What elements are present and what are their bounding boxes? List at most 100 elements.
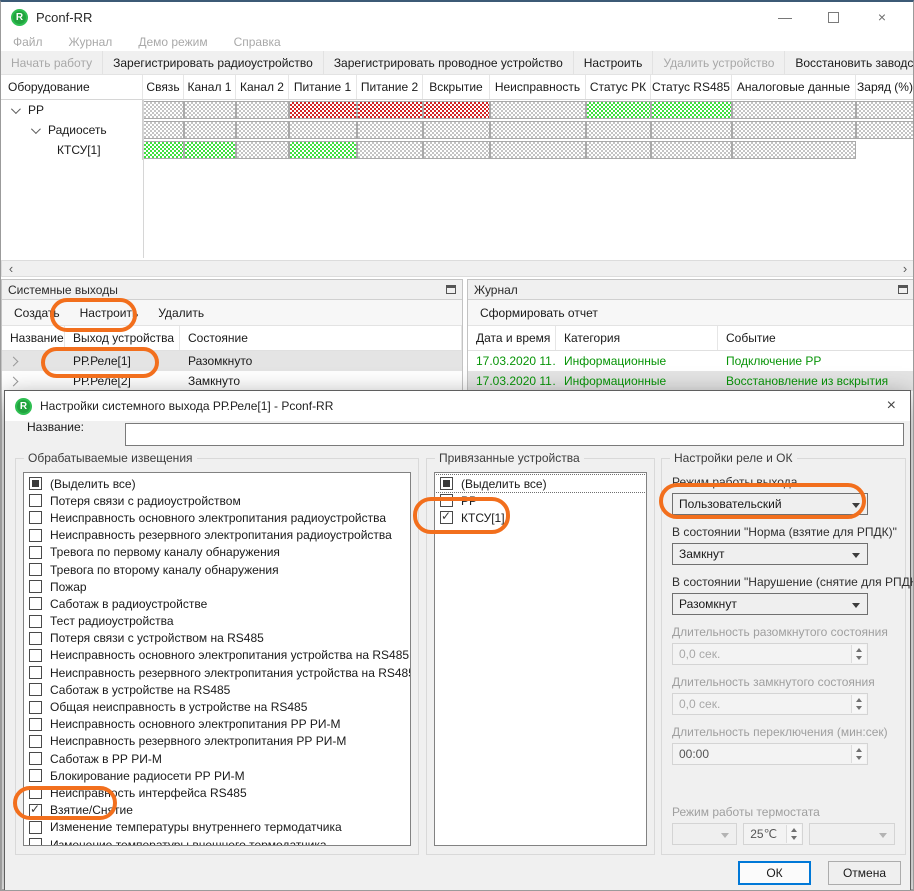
checkbox-icon[interactable] [29,717,42,731]
checkbox-icon[interactable] [29,752,42,766]
checkbox-item[interactable]: Тревога по второму каналу обнаружения [24,561,410,578]
column-header: Аналоговые данные [732,75,856,99]
checkbox-icon[interactable] [29,683,42,697]
switch-duration-spinner[interactable]: 00:00 [672,743,868,765]
float-panel-icon[interactable] [898,285,908,294]
checkbox-icon[interactable] [29,769,42,783]
expander-down-icon[interactable] [10,103,21,114]
row-expander-icon[interactable] [2,356,24,366]
checkbox-icon[interactable] [29,545,42,559]
checkbox-icon[interactable] [29,477,42,491]
toolbar-button[interactable]: Начать работу [1,51,104,74]
checkbox-item[interactable]: РР [435,492,646,509]
cancel-button[interactable]: Отмена [828,861,901,885]
checkbox-item[interactable]: Пожар [24,578,410,595]
scroll-right-button[interactable]: › [902,261,908,276]
maximize-button[interactable] [828,11,839,23]
outputs-toolbar-button[interactable]: Настроить [79,305,139,320]
mode-select[interactable]: Пользовательский [672,493,868,515]
name-input[interactable] [125,423,904,446]
journal-row[interactable]: 17.03.2020 11… Информационные Восстановл… [468,371,913,391]
expander-down-icon[interactable] [30,123,41,134]
status-cell [490,121,586,139]
checkbox-icon[interactable] [29,511,42,525]
checkbox-icon[interactable] [29,614,42,628]
checkbox-icon[interactable] [29,528,42,542]
checkbox-icon[interactable] [29,648,42,662]
checkbox-icon[interactable] [29,820,42,834]
checkbox-icon[interactable] [29,563,42,577]
checkbox-item[interactable]: Изменение температуры внешнего термодатч… [24,836,410,845]
checkbox-item[interactable]: Общая неисправность в устройстве на RS48… [24,698,410,715]
scroll-left-button[interactable]: ‹ [8,261,14,276]
checkbox-item[interactable]: КТСУ[1] [435,509,646,526]
checkbox-item[interactable]: Взятие/Снятие [24,802,410,819]
checkbox-icon[interactable] [29,494,42,508]
device-row-radioset[interactable]: Радиосеть [1,120,913,140]
checkbox-icon[interactable] [29,597,42,611]
outputs-toolbar-button[interactable]: Создать [14,305,60,320]
toolbar-button[interactable]: Зарегистрировать проводное устройство [324,51,574,74]
device-row-rr[interactable]: РР [1,100,913,120]
status-cell [143,101,184,119]
checkbox-item[interactable]: Неисправность основного электропитания р… [24,509,410,526]
device-row-ktsu[interactable]: КТСУ[1] [1,140,913,160]
float-panel-icon[interactable] [446,285,456,294]
toolbar-button[interactable]: Удалить устройство [653,51,786,74]
checkbox-item[interactable]: Неисправность основного электропитания Р… [24,716,410,733]
checkbox-item[interactable]: Неисправность интерфейса RS485 [24,784,410,801]
checkbox-icon[interactable] [29,838,42,845]
checkbox-icon[interactable] [29,631,42,645]
checkbox-item[interactable]: Саботаж в устройстве на RS485 [24,681,410,698]
checkbox-item[interactable]: Потеря связи с радиоустройством [24,492,410,509]
output-row[interactable]: РР.Реле[1] Разомкнуто [2,351,462,371]
generate-report-button[interactable]: Сформировать отчет [480,305,598,320]
checkbox-icon[interactable] [440,509,453,525]
minimize-button[interactable]: — [778,9,792,25]
checkbox-label: Неисправность основного электропитания р… [50,510,386,525]
checkbox-item[interactable]: (Выделить все) [24,475,410,492]
output-row[interactable]: РР.Реле[2] Замкнуто [2,371,462,391]
checkbox-item[interactable]: Неисправность основного электропитания у… [24,647,410,664]
violation-select[interactable]: Разомкнут [672,593,868,615]
dialog-close-button[interactable]: × [886,397,896,414]
checkbox-item[interactable]: (Выделить все) [435,473,646,494]
checkbox-icon[interactable] [29,786,42,800]
row-expander-icon[interactable] [2,376,24,386]
menu-item[interactable]: Демо режим [138,34,208,49]
toolbar-button[interactable]: Настроить [574,51,654,74]
checkbox-icon[interactable] [29,802,42,817]
checkbox-icon[interactable] [440,477,453,491]
norma-select[interactable]: Замкнут [672,543,868,565]
horizontal-scrollbar[interactable]: ‹ › [1,260,913,277]
checkbox-label: Тревога по первому каналу обнаружения [50,545,280,560]
checkbox-icon[interactable] [29,734,42,748]
outputs-toolbar-button[interactable]: Удалить [158,305,205,320]
checkbox-icon[interactable] [29,580,42,594]
checkbox-item[interactable]: Потеря связи с устройством на RS485 [24,630,410,647]
menu-item[interactable]: Справка [233,34,281,49]
ok-button[interactable]: ОК [738,861,811,885]
checkbox-item[interactable]: Тест радиоустройства [24,613,410,630]
checkbox-item[interactable]: Неисправность резервного электропитания … [24,664,410,681]
checkbox-item[interactable]: Блокирование радиосети РР РИ-М [24,767,410,784]
toolbar-button[interactable]: Восстановить заводские настройки [785,51,913,74]
checkbox-item[interactable]: Изменение температуры внутреннего термод… [24,819,410,836]
close-button[interactable]: × [877,9,887,25]
checkbox-item[interactable]: Неисправность резервного электропитания … [24,527,410,544]
journal-row[interactable]: 17.03.2020 11… Информационные Подключени… [468,351,913,371]
checkbox-icon[interactable] [29,666,42,680]
checkbox-item[interactable]: Саботаж в РР РИ-М [24,750,410,767]
menu-item[interactable]: Журнал [68,34,113,49]
checkbox-label: (Выделить все) [461,476,547,491]
toolbar-button[interactable]: Зарегистрировать радиоустройство [103,51,324,74]
checkbox-item[interactable]: Неисправность резервного электропитания … [24,733,410,750]
checkbox-item[interactable]: Тревога по первому каналу обнаружения [24,544,410,561]
checkbox-icon[interactable] [440,494,453,508]
closed-duration-value: 0,0 сек. [679,697,721,711]
checkbox-icon[interactable] [29,700,42,714]
thermostat-mode-select [672,823,738,845]
spinner-buttons[interactable] [851,745,866,763]
menu-item[interactable]: Файл [13,34,43,49]
checkbox-item[interactable]: Саботаж в радиоустройстве [24,595,410,612]
